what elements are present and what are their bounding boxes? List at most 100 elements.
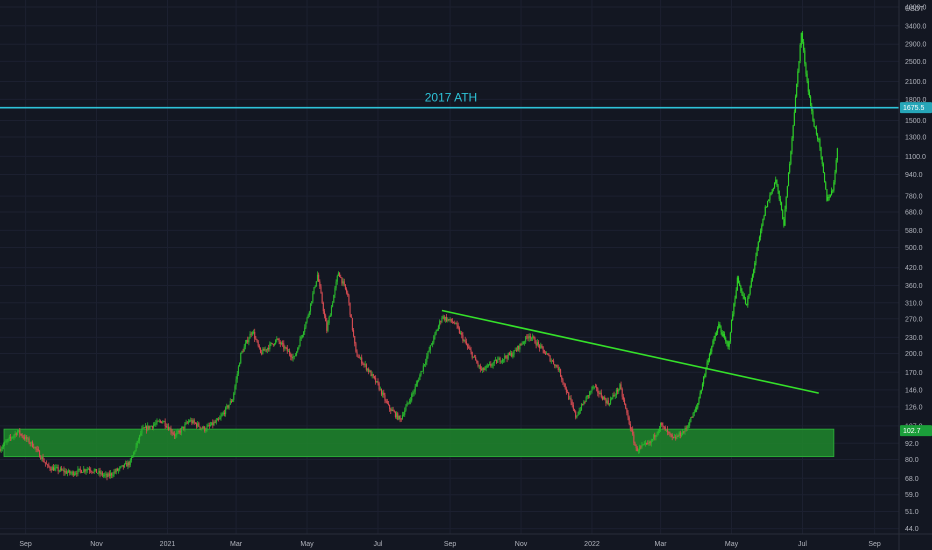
candle-body bbox=[612, 394, 614, 398]
candle-body bbox=[610, 399, 612, 404]
candle-body bbox=[699, 393, 701, 399]
candle-body bbox=[760, 230, 762, 238]
candle-body bbox=[675, 436, 677, 439]
candle-body bbox=[141, 428, 143, 434]
candle-body bbox=[168, 426, 170, 431]
candle-body bbox=[243, 346, 245, 352]
candle-body bbox=[396, 413, 398, 418]
candle-body bbox=[169, 428, 171, 431]
candle-body bbox=[520, 343, 522, 345]
candle-body bbox=[61, 468, 63, 471]
candle-body bbox=[576, 415, 578, 418]
time-tick-label: Nov bbox=[515, 541, 528, 548]
candle-body bbox=[573, 409, 576, 412]
candle-body bbox=[363, 364, 365, 365]
candle-body bbox=[219, 417, 221, 420]
candle-body bbox=[465, 341, 467, 345]
price-label-text: 1675.5 bbox=[903, 105, 925, 112]
candle-body bbox=[426, 356, 428, 362]
candle-body bbox=[811, 105, 813, 112]
candle-body bbox=[332, 302, 334, 307]
candle-body bbox=[5, 441, 7, 443]
candle-body bbox=[800, 33, 802, 45]
candle-body bbox=[549, 355, 551, 362]
candle-body bbox=[827, 197, 829, 201]
candle-body bbox=[11, 437, 13, 439]
candle-body bbox=[829, 194, 831, 198]
candle-body bbox=[185, 422, 187, 425]
candle-body bbox=[211, 422, 213, 426]
candle-body bbox=[127, 462, 129, 467]
candle-body bbox=[554, 364, 556, 367]
price-tick-label: 500.0 bbox=[905, 245, 923, 252]
candle-body bbox=[56, 467, 58, 468]
candle-body bbox=[40, 457, 42, 460]
candle-body bbox=[618, 389, 620, 392]
candle-body bbox=[623, 399, 626, 404]
candle-body bbox=[514, 349, 516, 351]
price-axis[interactable]: 4000.0 3400.0 2900.0 2500.0 2100.0 1800.0 1500… bbox=[905, 5, 927, 534]
candle-body bbox=[437, 325, 440, 330]
candle-body bbox=[448, 319, 450, 320]
candle-body bbox=[404, 410, 406, 415]
candle-body bbox=[439, 321, 441, 326]
candle-body bbox=[392, 409, 394, 412]
candle-body bbox=[640, 446, 642, 448]
candle-body bbox=[19, 430, 21, 435]
candle-body bbox=[48, 464, 50, 467]
candle-body bbox=[202, 426, 205, 429]
candle-body bbox=[264, 349, 266, 351]
candle-body bbox=[791, 138, 793, 152]
descending-trendline bbox=[441, 309, 819, 394]
candle-body bbox=[59, 468, 62, 471]
candle-body bbox=[700, 389, 702, 394]
candle-body bbox=[598, 392, 600, 395]
candle-body bbox=[692, 412, 694, 418]
candle-body bbox=[226, 405, 228, 408]
candle-body bbox=[178, 431, 180, 432]
candle-body bbox=[239, 363, 241, 367]
candle-body bbox=[21, 434, 23, 437]
candle-body bbox=[359, 357, 362, 359]
candle-body bbox=[285, 347, 287, 349]
price-tick-label: 3400.0 bbox=[905, 23, 927, 30]
candle-body bbox=[370, 370, 372, 377]
price-tick-label: 1500.0 bbox=[905, 118, 927, 125]
candle-body bbox=[278, 339, 280, 343]
candle-body bbox=[291, 357, 293, 359]
candle-body bbox=[500, 361, 502, 363]
candle-body bbox=[132, 455, 134, 458]
time-axis[interactable]: Sep Nov 2021 Mar May Jul Sep Nov 2022 Mar May Jul Se… bbox=[19, 541, 881, 548]
candle-body bbox=[728, 341, 730, 347]
candle-body bbox=[579, 410, 581, 412]
candle-body bbox=[302, 331, 305, 336]
candle-body bbox=[257, 341, 259, 346]
candle-body bbox=[351, 317, 353, 331]
candle-body bbox=[685, 428, 687, 429]
candle-body bbox=[195, 423, 198, 427]
candle-body bbox=[139, 435, 141, 441]
candle-body bbox=[604, 397, 606, 400]
candle-body bbox=[808, 91, 810, 97]
candle-body bbox=[761, 225, 763, 231]
candle-body bbox=[376, 381, 378, 383]
candle-body bbox=[614, 395, 616, 396]
candle-body bbox=[664, 427, 666, 431]
candle-body bbox=[30, 441, 32, 444]
candle-body bbox=[94, 468, 96, 471]
candle-body bbox=[309, 303, 312, 312]
candle-body bbox=[526, 336, 528, 338]
candle-body bbox=[435, 331, 437, 334]
candle-body bbox=[283, 343, 285, 349]
candle-body bbox=[255, 338, 257, 340]
time-tick-label: Sep bbox=[19, 541, 32, 548]
candle-body bbox=[38, 450, 41, 458]
candle-body bbox=[482, 367, 484, 371]
candle-body bbox=[763, 215, 765, 219]
candle-body bbox=[95, 468, 98, 474]
candle-body bbox=[596, 386, 598, 389]
candle-body bbox=[649, 441, 651, 444]
candle-body bbox=[175, 435, 177, 436]
